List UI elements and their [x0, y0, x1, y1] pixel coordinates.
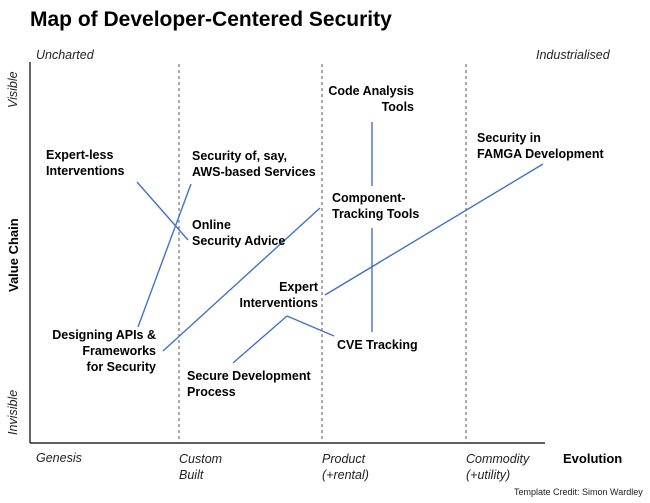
link-famga-expert — [324, 163, 544, 296]
link-expert-securedev — [232, 315, 288, 364]
link-expert-cve — [286, 315, 335, 337]
node-component-tracking-tools: Component- Tracking Tools — [332, 191, 420, 221]
page-title: Map of Developer-Centered Security — [30, 8, 392, 31]
link-component-designing — [162, 207, 321, 352]
link-aws-designing — [137, 183, 192, 328]
stage-genesis: Genesis — [36, 451, 82, 465]
x-axis-label: Evolution — [563, 451, 623, 466]
node-expert-interventions: Expert Interventions — [239, 280, 319, 310]
node-code-analysis-tools: Code Analysis Tools — [328, 84, 414, 114]
y-axis-label: Value Chain — [6, 218, 21, 292]
node-designing-apis: Designing APIs & Frameworks for Security — [52, 328, 156, 374]
link-expertless-online — [136, 181, 189, 241]
corner-label-industrialised: Industrialised — [536, 48, 610, 62]
node-online-security-advice: Online Security Advice — [192, 218, 286, 248]
corner-label-uncharted: Uncharted — [36, 48, 94, 62]
y-axis-bottom-label: Invisible — [6, 389, 20, 435]
y-axis-top-label: Visible — [6, 71, 20, 108]
template-credit: Template Credit: Simon Wardley — [514, 487, 643, 497]
stage-custom-built: Custom Built — [179, 452, 223, 482]
stage-commodity: Commodity (+utility) — [466, 452, 530, 482]
node-cve-tracking: CVE Tracking — [337, 338, 418, 352]
node-security-famga: Security in FAMGA Development — [477, 131, 604, 161]
node-security-aws: Security of, say, AWS-based Services — [192, 149, 316, 179]
stage-product: Product (+rental) — [322, 452, 369, 482]
node-secure-development-process: Secure Development Process — [187, 369, 311, 399]
node-expertless-interventions: Expert-less Interventions — [46, 148, 125, 178]
